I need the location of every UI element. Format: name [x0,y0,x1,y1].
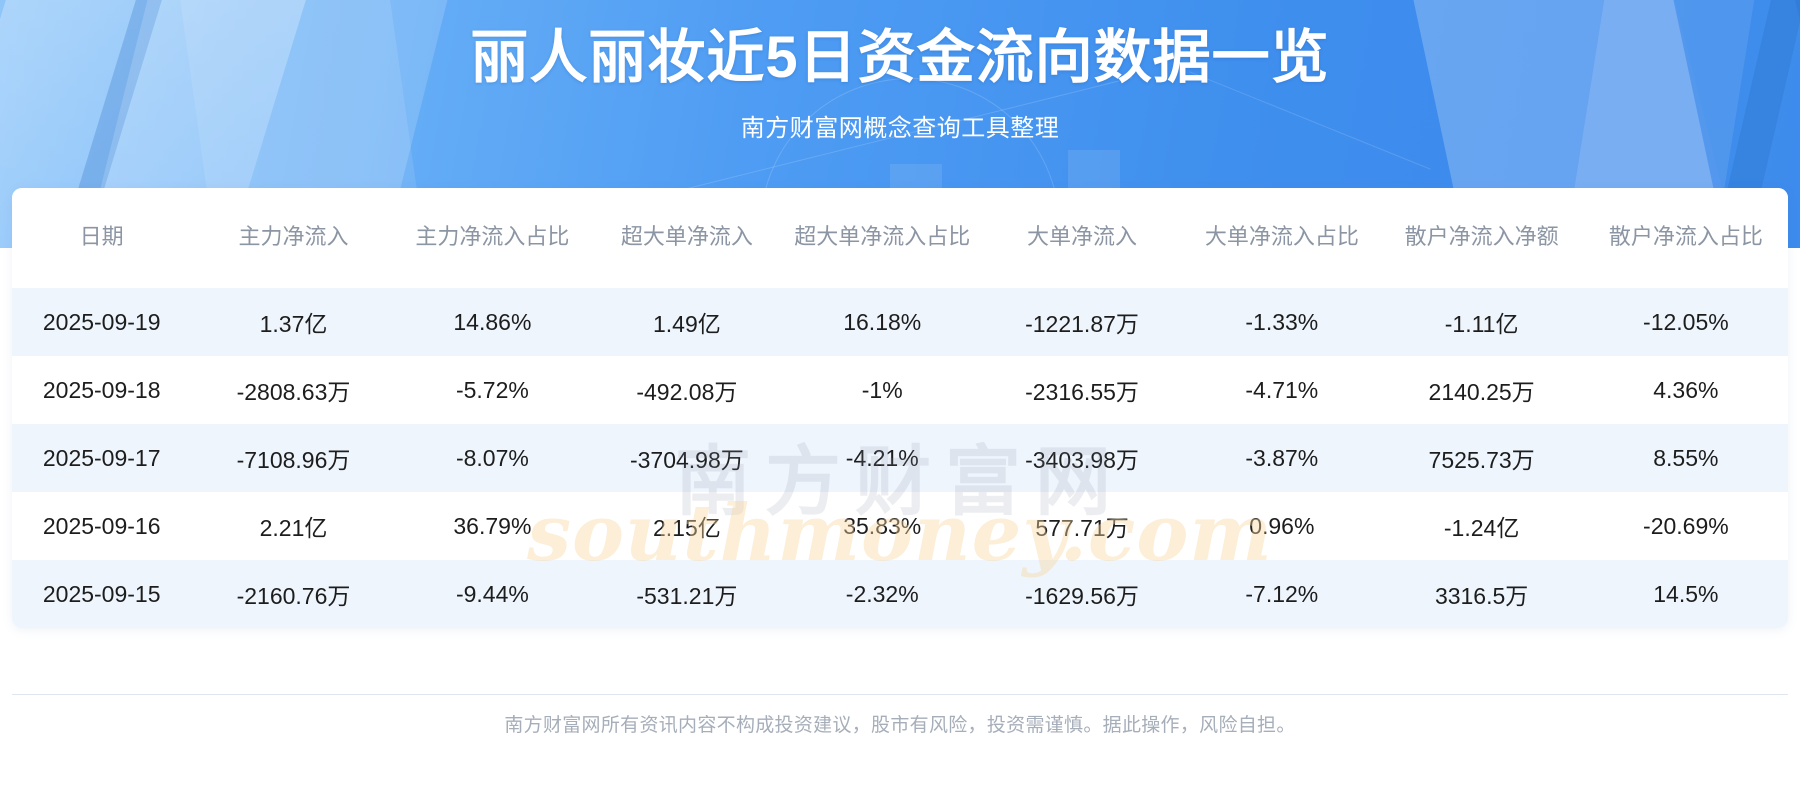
cell-main-pct: -8.07% [395,424,590,492]
cell-date: 2025-09-16 [12,492,192,560]
data-table-card: 南方财富网 southmoney.com 日期 主力净流入 主力净流入占比 超大… [12,188,1788,628]
column-header-main-pct: 主力净流入占比 [395,188,590,288]
cell-main-pct: 36.79% [395,492,590,560]
fund-flow-table: 日期 主力净流入 主力净流入占比 超大单净流入 超大单净流入占比 大单净流入 大… [12,188,1788,628]
column-header-xl-net: 超大单净流入 [589,188,785,288]
cell-xl-net: -531.21万 [589,560,785,628]
cell-lg-net: -1629.56万 [979,560,1185,628]
cell-xl-pct: -4.21% [784,424,980,492]
column-header-date: 日期 [12,188,192,288]
cell-retail-pct: -12.05% [1583,288,1788,356]
cell-date: 2025-09-15 [12,560,192,628]
table-row: 2025-09-19 1.37亿 14.86% 1.49亿 16.18% -12… [12,288,1788,356]
table-row: 2025-09-17 -7108.96万 -8.07% -3704.98万 -4… [12,424,1788,492]
cell-lg-net: -3403.98万 [979,424,1185,492]
cell-retail-pct: -20.69% [1583,492,1788,560]
cell-date: 2025-09-18 [12,356,192,424]
column-header-main-net: 主力净流入 [191,188,396,288]
cell-xl-pct: 35.83% [784,492,980,560]
cell-main-pct: -5.72% [395,356,590,424]
cell-main-net: -7108.96万 [191,424,396,492]
cell-lg-net: 577.71万 [979,492,1185,560]
footer-disclaimer: 南方财富网所有资讯内容不构成投资建议，股市有风险，投资需谨慎。据此操作，风险自担… [504,715,1296,736]
cell-lg-pct: -3.87% [1184,424,1380,492]
cell-retail-pct: 8.55% [1583,424,1788,492]
cell-lg-pct: -1.33% [1184,288,1380,356]
cell-xl-net: 1.49亿 [589,288,785,356]
cell-lg-net: -2316.55万 [979,356,1185,424]
footer-divider [12,694,1788,695]
cell-main-pct: 14.86% [395,288,590,356]
cell-retail-net: -1.24亿 [1379,492,1584,560]
table-row: 2025-09-16 2.21亿 36.79% 2.15亿 35.83% 577… [12,492,1788,560]
table-header-row: 日期 主力净流入 主力净流入占比 超大单净流入 超大单净流入占比 大单净流入 大… [12,188,1788,288]
table-header: 日期 主力净流入 主力净流入占比 超大单净流入 超大单净流入占比 大单净流入 大… [12,188,1788,288]
cell-retail-net: 3316.5万 [1379,560,1584,628]
cell-lg-net: -1221.87万 [979,288,1185,356]
column-header-retail-pct: 散户净流入占比 [1583,188,1788,288]
column-header-lg-net: 大单净流入 [979,188,1185,288]
cell-main-net: 2.21亿 [191,492,396,560]
cell-retail-pct: 4.36% [1583,356,1788,424]
cell-main-pct: -9.44% [395,560,590,628]
cell-date: 2025-09-19 [12,288,192,356]
cell-main-net: 1.37亿 [191,288,396,356]
page-subtitle: 南方财富网概念查询工具整理 [740,115,1060,142]
cell-xl-net: 2.15亿 [589,492,785,560]
cell-xl-pct: 16.18% [784,288,980,356]
table-body: 2025-09-19 1.37亿 14.86% 1.49亿 16.18% -12… [12,288,1788,628]
cell-retail-pct: 14.5% [1583,560,1788,628]
column-header-lg-pct: 大单净流入占比 [1184,188,1380,288]
column-header-xl-pct: 超大单净流入占比 [784,188,980,288]
cell-xl-pct: -1% [784,356,980,424]
cell-xl-pct: -2.32% [784,560,980,628]
cell-date: 2025-09-17 [12,424,192,492]
cell-retail-net: 2140.25万 [1379,356,1584,424]
cell-lg-pct: -4.71% [1184,356,1380,424]
cell-main-net: -2160.76万 [191,560,396,628]
cell-main-net: -2808.63万 [191,356,396,424]
cell-xl-net: -492.08万 [589,356,785,424]
table-row: 2025-09-15 -2160.76万 -9.44% -531.21万 -2.… [12,560,1788,628]
cell-lg-pct: 0.96% [1184,492,1380,560]
page-title: 丽人丽妆近5日资金流向数据一览 [470,25,1330,90]
cell-xl-net: -3704.98万 [589,424,785,492]
cell-retail-net: -1.11亿 [1379,288,1584,356]
table-row: 2025-09-18 -2808.63万 -5.72% -492.08万 -1%… [12,356,1788,424]
cell-retail-net: 7525.73万 [1379,424,1584,492]
cell-lg-pct: -7.12% [1184,560,1380,628]
column-header-retail-net: 散户净流入净额 [1379,188,1584,288]
